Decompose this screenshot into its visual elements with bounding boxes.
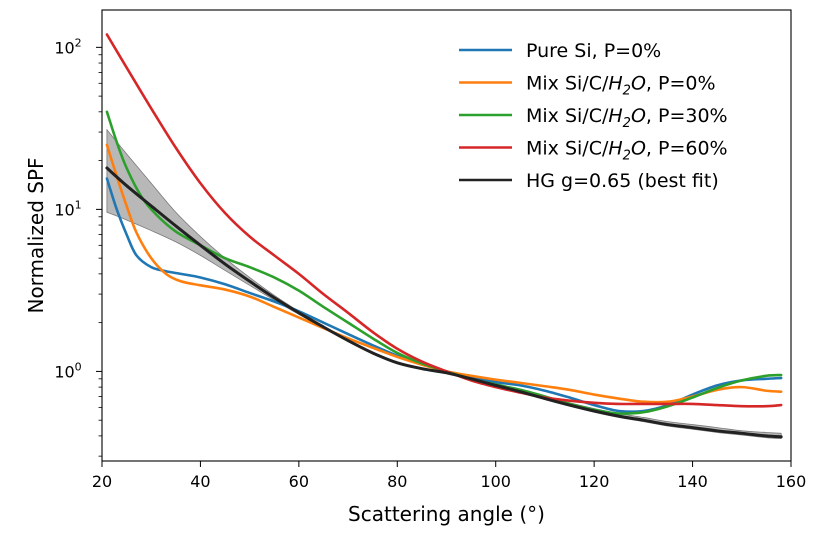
series-line-4 (105, 166, 783, 439)
plot-area (105, 33, 783, 440)
y-tick-label: 100 (54, 360, 81, 381)
x-tick-label: 40 (190, 472, 210, 491)
x-tick-label: 160 (776, 472, 807, 491)
series-line-0 (105, 177, 783, 414)
axes: 20 40 60 80 100 120 140 160 100 101 102 (54, 9, 807, 491)
x-tick-label: 20 (92, 472, 112, 491)
x-tick-label: 140 (677, 472, 708, 491)
series-line-1 (105, 143, 783, 404)
legend: Pure Si, P=0% Mix Si/C/H2O, P=0% Mix Si/C/… (459, 40, 728, 192)
x-axis-label: Scattering angle (°) (348, 502, 545, 526)
x-tick-label: 80 (387, 472, 407, 491)
x-tick-label: 100 (480, 472, 511, 491)
x-tick-label: 60 (289, 472, 309, 491)
axes-frame (101, 9, 792, 462)
y-axis-label: Normalized SPF (24, 157, 48, 313)
legend-entry-label: HG g=0.65 (best fit) (526, 170, 719, 192)
y-tick-label: 101 (54, 198, 81, 219)
x-tick-label: 120 (579, 472, 610, 491)
y-tick-label: 102 (54, 36, 81, 57)
series-line-2 (105, 110, 783, 415)
legend-entry-label: Pure Si, P=0% (526, 40, 661, 62)
legend-entry-label: Mix Si/C/H2O, P=60% (526, 138, 728, 164)
legend-entry-label: Mix Si/C/H2O, P=0% (526, 73, 716, 99)
legend-entry-label: Mix Si/C/H2O, P=30% (526, 105, 728, 131)
